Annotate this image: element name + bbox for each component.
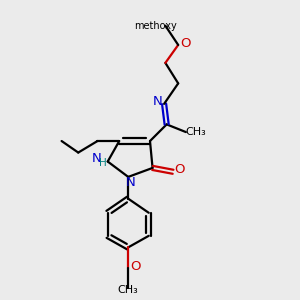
Text: N: N: [91, 152, 101, 166]
Text: O: O: [180, 37, 190, 50]
Text: N: N: [153, 95, 163, 108]
Text: H: H: [99, 158, 107, 168]
Text: N: N: [126, 176, 136, 189]
Text: methoxy: methoxy: [134, 21, 176, 31]
Text: O: O: [131, 260, 141, 273]
Text: CH₃: CH₃: [118, 285, 139, 296]
Text: CH₃: CH₃: [185, 127, 206, 137]
Text: O: O: [174, 163, 185, 176]
